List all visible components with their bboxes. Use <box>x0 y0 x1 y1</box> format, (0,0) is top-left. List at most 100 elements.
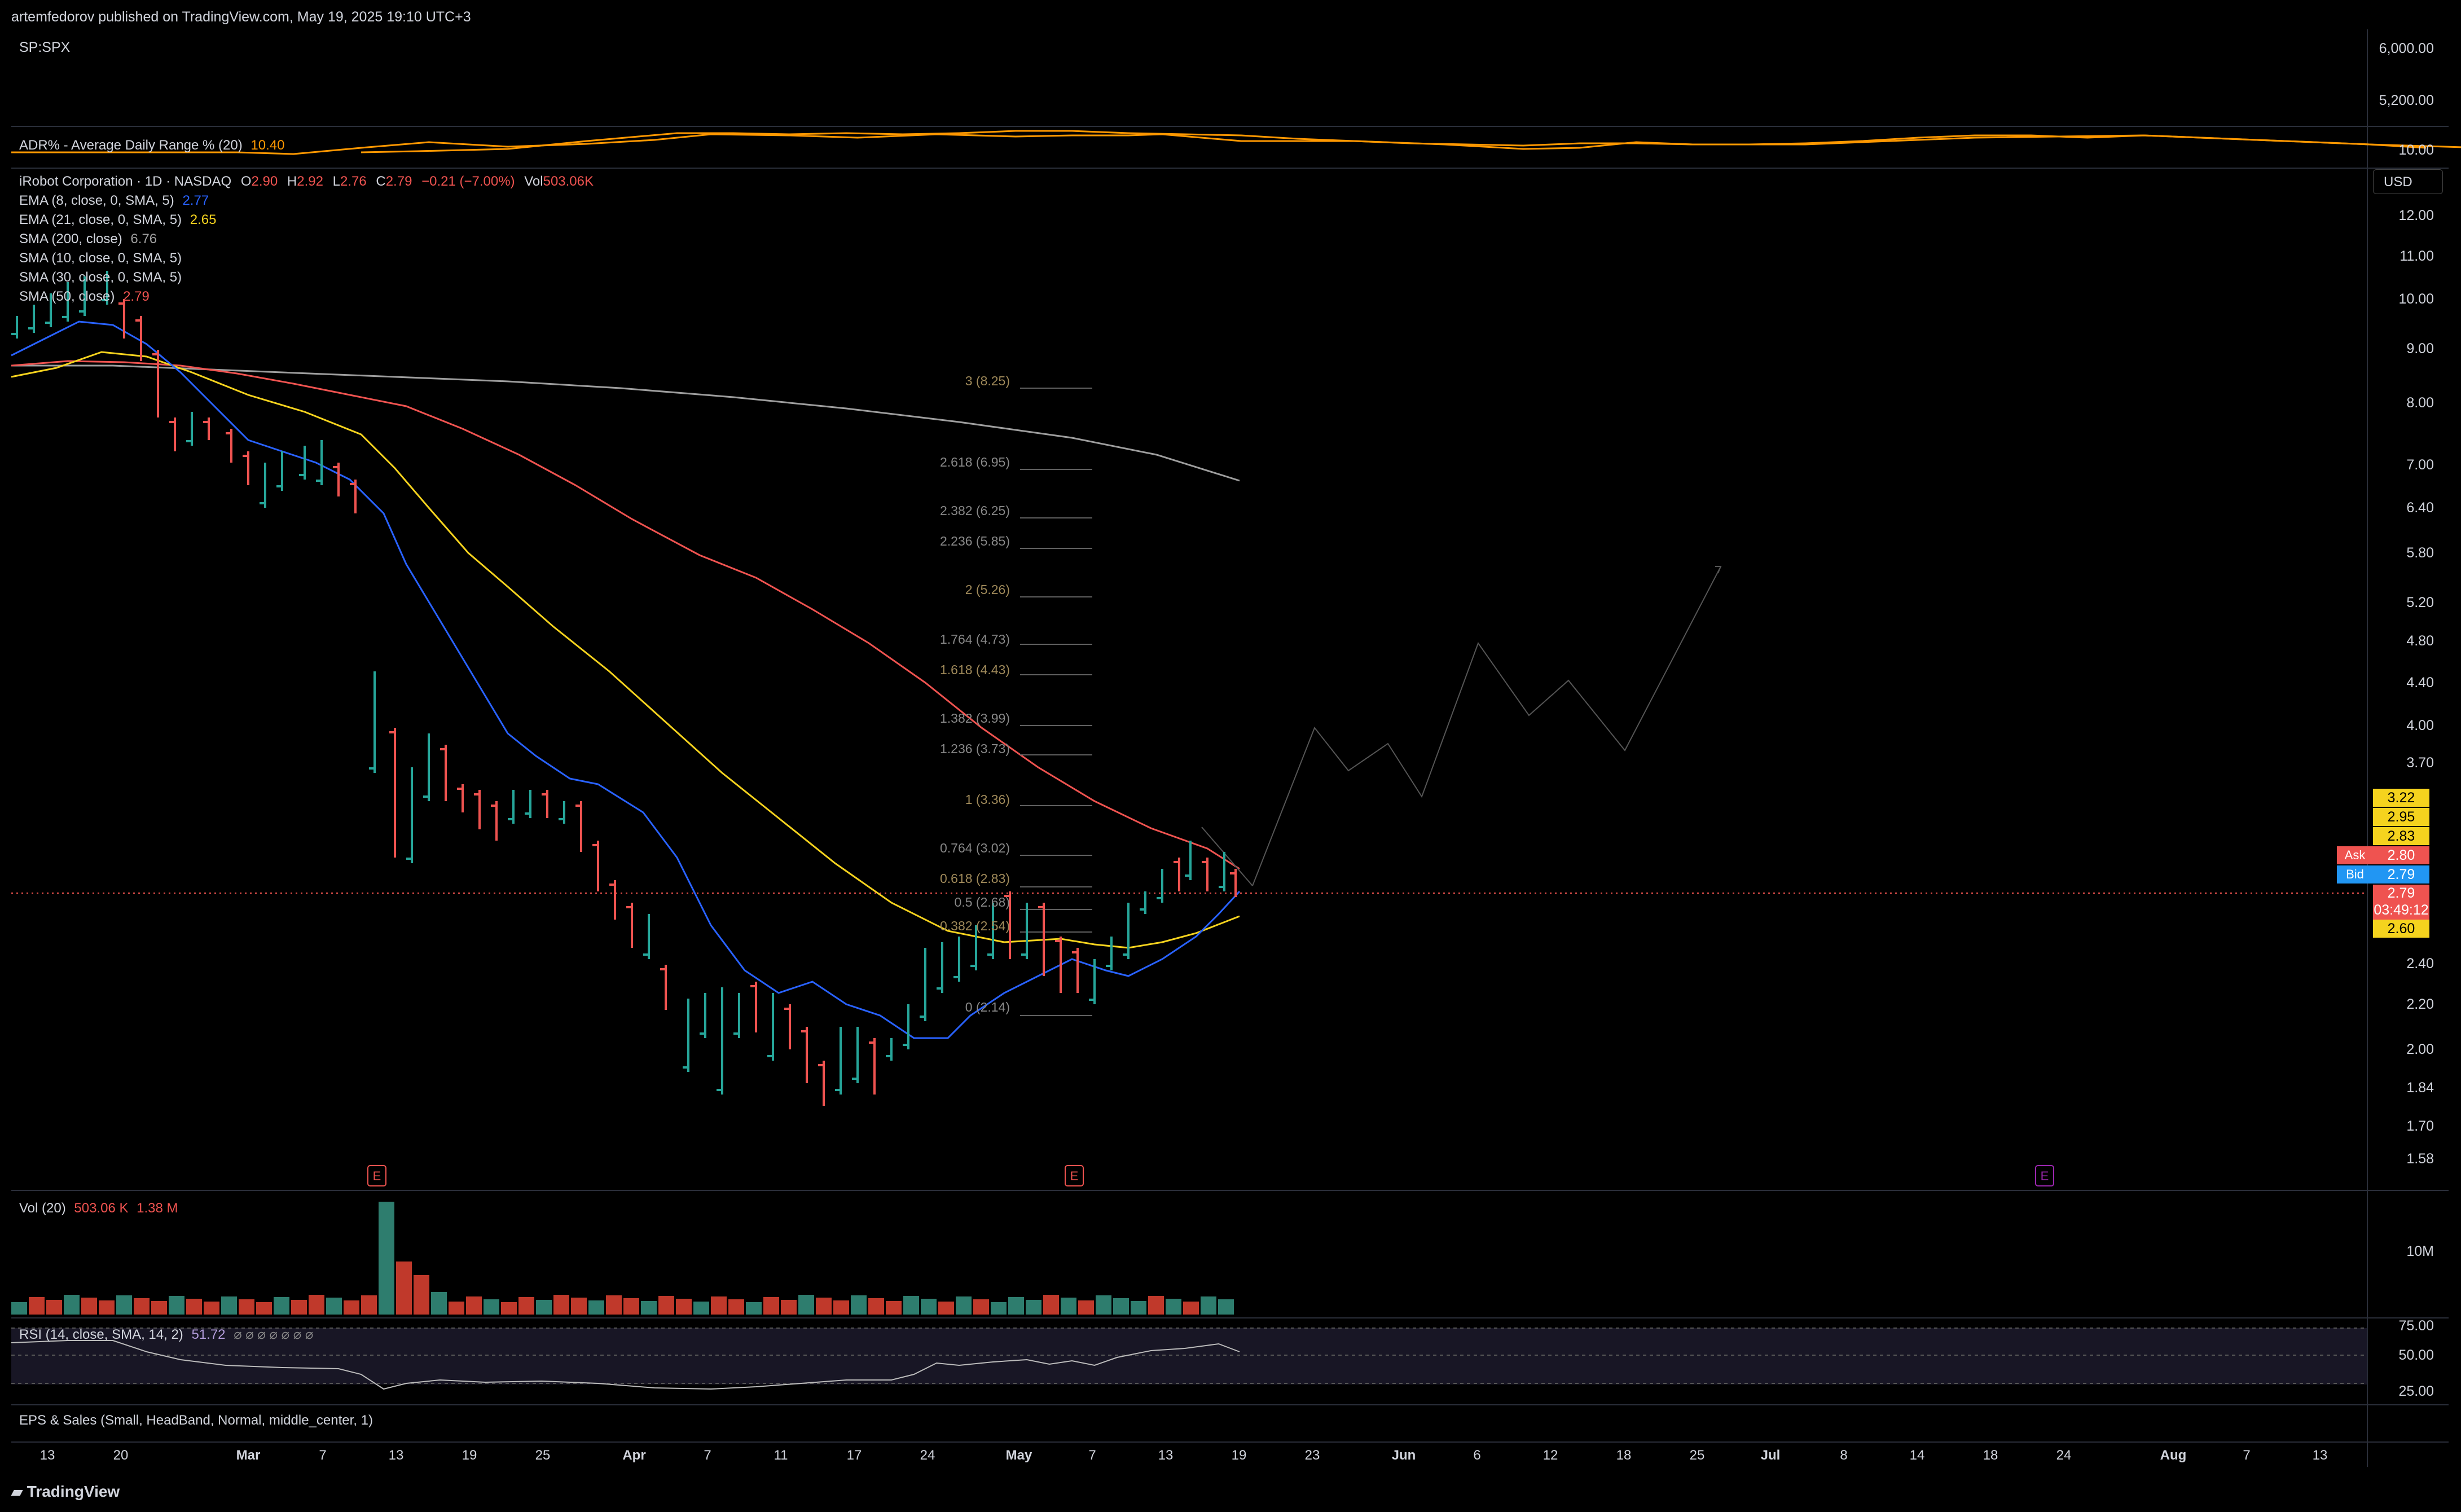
time-axis-label: Apr <box>622 1448 646 1463</box>
volume-bar <box>186 1299 202 1315</box>
adr-value: 10.40 <box>251 138 285 153</box>
volume-bar <box>1148 1296 1164 1315</box>
volume-bar <box>1113 1298 1129 1315</box>
volume-pane-v2: 1.38 M <box>137 1201 178 1216</box>
time-axis-label: 25 <box>1689 1448 1705 1463</box>
fib-level-label: 1 (3.36) <box>965 792 1010 807</box>
time-axis-label: Jul <box>1760 1448 1781 1463</box>
volume-bar <box>903 1296 919 1315</box>
indicator-label: SMA (50, close) <box>19 289 115 304</box>
spx-scale-top: 6,000.00 <box>2379 41 2434 56</box>
volume-legend[interactable]: Vol (20) 503.06 K 1.38 M <box>19 1202 178 1215</box>
time-axis-label: 18 <box>1983 1448 1998 1463</box>
price-label-value: 2.83 <box>2387 828 2415 844</box>
time-axis-label: 12 <box>1542 1448 1558 1463</box>
volume-bar <box>868 1298 884 1315</box>
price-tick: 1.84 <box>2406 1080 2434 1096</box>
earnings-marker-1[interactable]: E <box>373 1169 381 1183</box>
volume-bar <box>676 1299 692 1315</box>
price-tick: 5.80 <box>2406 545 2434 561</box>
main-legend[interactable]: iRobot Corporation · 1D · NASDAQ O2.90 H… <box>19 175 594 188</box>
volume-bar <box>781 1300 797 1315</box>
adr-scale: 10.00 <box>2398 142 2434 158</box>
price-label-badge: 2.79 03:49:12 <box>2373 885 2429 922</box>
volume-bar <box>641 1301 657 1315</box>
volume-bar <box>658 1296 674 1315</box>
volume-bar <box>938 1302 954 1315</box>
earnings-marker-3[interactable]: E <box>2041 1169 2049 1183</box>
volume-bar <box>553 1295 569 1315</box>
volume-bar <box>956 1296 972 1315</box>
open-value: 2.90 <box>251 174 278 189</box>
volume-pane-label: Vol (20) <box>19 1201 66 1216</box>
time-axis-label: 17 <box>846 1448 862 1463</box>
price-label-badge: 3.22 <box>2373 789 2429 807</box>
fib-level-label: 0.382 (2.54) <box>939 918 1010 933</box>
price-label-tag: Bid <box>2337 865 2373 884</box>
volume-bar <box>379 1202 394 1315</box>
indicator-sma30[interactable]: SMA (30, close, 0, SMA, 5) <box>19 271 182 284</box>
volume-bar <box>1096 1295 1111 1315</box>
volume-bar <box>501 1302 517 1315</box>
indicator-sma10[interactable]: SMA (10, close, 0, SMA, 5) <box>19 252 182 265</box>
price-tick: 5.20 <box>2406 595 2434 610</box>
indicator-ema21[interactable]: EMA (21, close, 0, SMA, 5) 2.65 <box>19 213 217 227</box>
volume-bar <box>536 1300 552 1315</box>
volume-bar <box>606 1295 622 1315</box>
price-tick: 4.80 <box>2406 633 2434 649</box>
volume-bar <box>623 1298 639 1315</box>
price-label-tag: Ask <box>2337 846 2373 864</box>
volume-bar <box>239 1299 254 1315</box>
volume-value: 503.06K <box>543 174 594 189</box>
price-tick: 11.00 <box>2400 248 2434 264</box>
rsi-scale-50: 50.00 <box>2398 1347 2434 1363</box>
indicator-ema8[interactable]: EMA (8, close, 0, SMA, 5) 2.77 <box>19 194 209 208</box>
rsi-legend[interactable]: RSI (14, close, SMA, 14, 2) 51.72 ⌀ ⌀ ⌀ … <box>19 1328 313 1342</box>
volume-bar <box>1008 1297 1024 1315</box>
time-axis-label: Aug <box>2160 1448 2187 1463</box>
price-tick: 8.00 <box>2406 395 2434 411</box>
indicator-label: SMA (30, close, 0, SMA, 5) <box>19 270 182 285</box>
eps-legend[interactable]: EPS & Sales (Small, HeadBand, Normal, mi… <box>19 1413 373 1428</box>
indicator-value: 2.77 <box>182 193 209 208</box>
time-axis-label: 7 <box>1088 1448 1096 1463</box>
adr-legend[interactable]: ADR% - Average Daily Range % (20) 10.40 <box>19 139 284 152</box>
fib-level-label: 0.618 (2.83) <box>939 871 1010 886</box>
volume-bar <box>326 1298 342 1315</box>
volume-bar <box>46 1300 62 1315</box>
low-label: L <box>332 174 340 189</box>
price-tick: 6.40 <box>2406 500 2434 516</box>
price-label-countdown: 03:49:12 <box>2374 902 2429 918</box>
volume-bar <box>309 1295 324 1315</box>
indicator-sma50[interactable]: SMA (50, close) 2.79 <box>19 290 150 304</box>
time-axis-label: Jun <box>1391 1448 1416 1463</box>
adr-label: ADR% - Average Daily Range % (20) <box>19 138 243 153</box>
time-axis-label: 23 <box>1304 1448 1320 1463</box>
fib-level-label: 2.382 (6.25) <box>939 503 1010 518</box>
volume-bar <box>116 1295 132 1315</box>
spx-symbol-label[interactable]: SP:SPX <box>19 39 71 55</box>
rsi-extras: ⌀ ⌀ ⌀ ⌀ ⌀ ⌀ ⌀ <box>234 1327 314 1342</box>
tradingview-logo-icon: ▰ <box>11 1483 23 1500</box>
time-axis-label: 8 <box>1840 1448 1848 1463</box>
volume-scale: 10M <box>2406 1243 2434 1259</box>
volume-bar <box>991 1302 1007 1315</box>
volume-bar <box>973 1299 989 1315</box>
price-label-value: 2.79 <box>2387 885 2415 901</box>
currency-button[interactable]: USD <box>2373 169 2443 194</box>
time-axis-label: 24 <box>2056 1448 2072 1463</box>
time-axis-label: 13 <box>1158 1448 1174 1463</box>
price-label-value: 2.79 <box>2387 867 2415 882</box>
price-tick: 3.70 <box>2406 755 2434 771</box>
time-axis-label: 18 <box>1616 1448 1632 1463</box>
tradingview-brand: TradingView <box>27 1483 120 1500</box>
price-tick: 2.00 <box>2406 1041 2434 1057</box>
tradingview-footer[interactable]: ▰ TradingView <box>11 1483 120 1501</box>
volume-bar <box>588 1300 604 1315</box>
fib-level-label: 0 (2.14) <box>965 1000 1010 1014</box>
indicator-sma200[interactable]: SMA (200, close) 6.76 <box>19 232 157 246</box>
earnings-marker-2[interactable]: E <box>1070 1169 1079 1183</box>
rsi-value: 51.72 <box>191 1327 226 1342</box>
time-axis-label: 7 <box>319 1448 327 1463</box>
